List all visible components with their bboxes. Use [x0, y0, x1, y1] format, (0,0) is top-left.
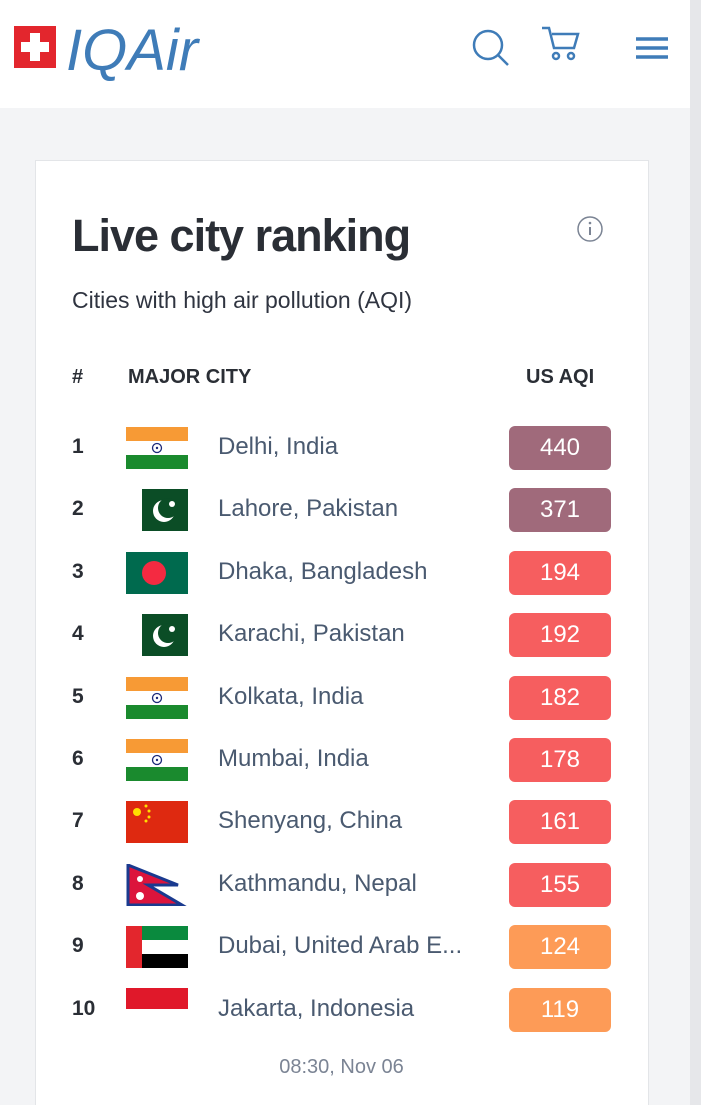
stripe [126, 427, 188, 441]
rank: 7 [72, 809, 84, 833]
flag-svg [126, 801, 188, 844]
aqi-badge: 119 [509, 987, 611, 1032]
timestamp: 08:30, Nov 06 [279, 1056, 404, 1078]
flag-svg [126, 551, 188, 594]
rank: 5 [72, 684, 84, 708]
flag-svg [126, 676, 188, 719]
aqi-badge: 194 [509, 550, 611, 595]
aqi-badge: 371 [509, 488, 611, 533]
rank: 9 [72, 934, 84, 958]
flag [126, 739, 188, 781]
city-name: Kolkata, India [218, 682, 364, 710]
header-icons: IQAir [14, 18, 668, 83]
aqi-badge: 155 [509, 862, 611, 907]
flag-svg [126, 739, 188, 781]
city-name: Mumbai, India [218, 745, 369, 772]
menu-icon[interactable] [636, 37, 668, 59]
flag-svg [126, 427, 188, 469]
city-name: Delhi, India [218, 433, 339, 460]
rank: 2 [72, 497, 84, 521]
flag [126, 489, 188, 532]
stripe [126, 767, 188, 781]
flag [126, 676, 188, 719]
stripe [126, 739, 188, 753]
rank: 3 [72, 559, 84, 583]
rank: 1 [72, 435, 84, 458]
star [133, 808, 141, 817]
flag [126, 801, 188, 844]
chakra [151, 692, 163, 703]
flag [126, 427, 188, 469]
star [169, 501, 175, 508]
stripe [126, 676, 188, 691]
col-city: MAJOR CITY [128, 366, 252, 388]
sun [136, 891, 144, 900]
flag [126, 987, 188, 1030]
aqi-badge: 440 [509, 426, 611, 470]
star [169, 626, 175, 633]
stripe [126, 455, 188, 469]
rank: 10 [72, 996, 96, 1020]
bar [126, 926, 142, 969]
flag [126, 614, 188, 657]
chakra [155, 446, 159, 450]
star [147, 809, 151, 813]
disc [142, 560, 166, 585]
rank: 8 [72, 871, 84, 895]
star [147, 815, 151, 819]
flag-svg [142, 614, 188, 657]
field [126, 801, 188, 844]
chakra [151, 754, 163, 766]
star [144, 819, 148, 823]
card-title: Live city ranking [72, 210, 411, 261]
crescent [158, 498, 178, 519]
aqi-badge: 161 [509, 800, 611, 845]
star [144, 804, 148, 808]
city-name: Karachi, Pakistan [218, 620, 405, 648]
scrollbar [690, 0, 701, 1105]
flag [126, 551, 188, 594]
city-name: Dhaka, Bangladesh [218, 557, 428, 585]
header: IQAir [0, 0, 690, 108]
stripe [142, 926, 188, 941]
flag-svg [126, 987, 188, 1009]
stripe [142, 940, 188, 955]
flag-svg [126, 926, 188, 969]
logo-text[interactable]: IQAir [66, 18, 201, 83]
logo-cross [21, 33, 49, 61]
city-name: Jakarta, Indonesia [218, 994, 415, 1022]
city-name: Shenyang, China [218, 807, 403, 835]
chakra [155, 696, 159, 699]
rank: 6 [72, 747, 84, 770]
city-name: Kathmandu, Nepal [218, 869, 417, 897]
city-name: Dubai, United Arab E... [218, 932, 463, 960]
crescent [158, 623, 178, 644]
rank: 4 [72, 622, 84, 646]
aqi-badge: 192 [509, 613, 611, 658]
chakra [151, 442, 163, 454]
aqi-badge: 182 [509, 675, 611, 720]
aqi-badge: 178 [509, 738, 611, 782]
flag [126, 862, 188, 907]
info-icon[interactable] [576, 215, 604, 243]
stripe [126, 704, 188, 719]
stripe [142, 954, 188, 969]
moon [137, 875, 143, 882]
flag-svg [126, 862, 188, 907]
pennant [126, 862, 188, 907]
flag [126, 926, 188, 969]
flag-svg [142, 489, 188, 532]
col-rank: # [72, 366, 84, 388]
search-icon[interactable] [472, 29, 509, 66]
stripe [126, 987, 188, 1009]
col-aqi: US AQI [526, 366, 595, 388]
cart-icon[interactable] [542, 26, 580, 61]
card-subtitle: Cities with high air pollution (AQI) [72, 287, 413, 313]
aqi-badge: 124 [509, 925, 611, 970]
city-name: Lahore, Pakistan [218, 495, 399, 523]
chakra [155, 758, 159, 762]
